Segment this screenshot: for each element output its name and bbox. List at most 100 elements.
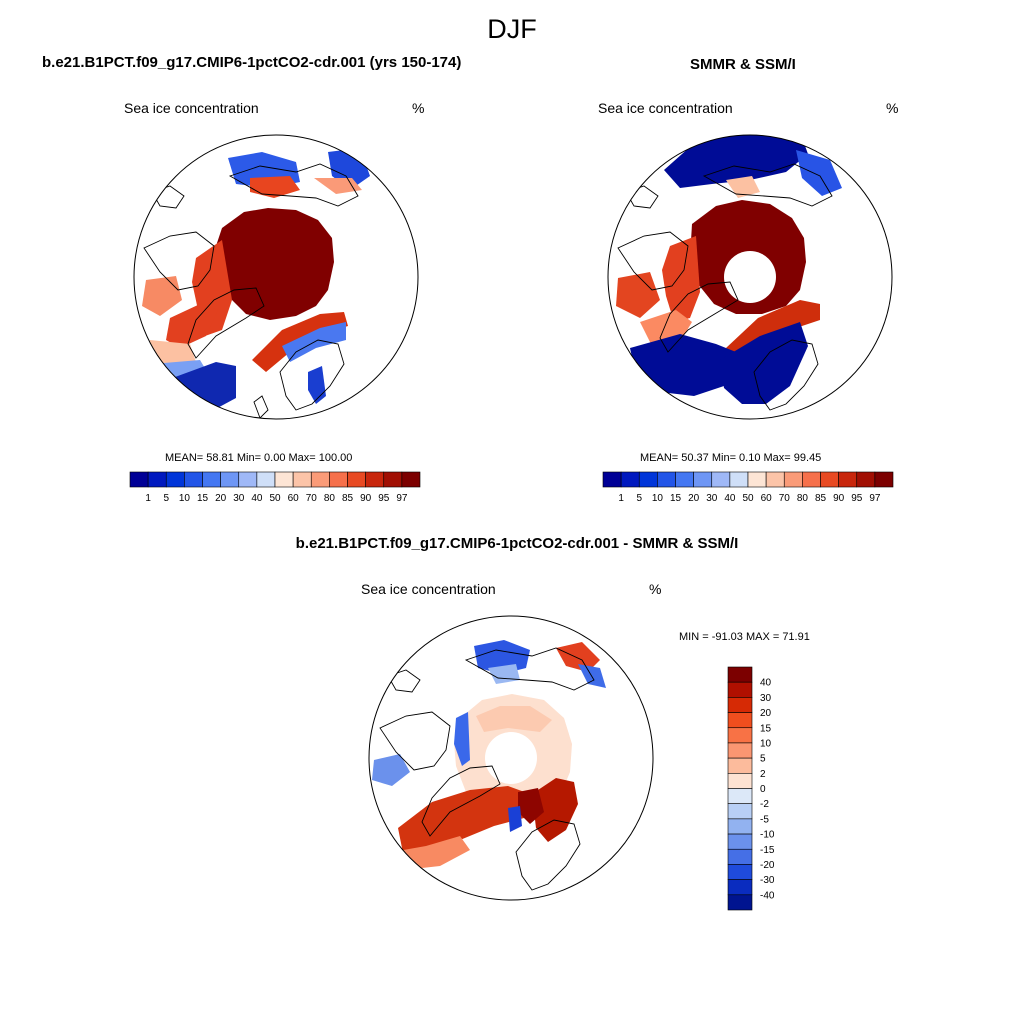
colorbar-3-swatch bbox=[727, 727, 753, 744]
colorbar-2-tick-label: 50 bbox=[742, 493, 754, 504]
panel-1-land-canada bbox=[143, 231, 215, 291]
panel-2-variable-label: Sea ice concentration bbox=[598, 100, 733, 116]
panel-3-barents-blue bbox=[508, 806, 522, 832]
panel-1-units-label: % bbox=[412, 100, 425, 116]
colorbar-2-tick-label: 20 bbox=[688, 493, 700, 504]
panel-1-land-scandinavia bbox=[279, 339, 345, 411]
panel-2-land-scandinavia bbox=[753, 339, 819, 411]
colorbar-3-tick-label: -40 bbox=[760, 890, 775, 901]
colorbar-3-tick-label: 0 bbox=[760, 784, 766, 795]
panel-3-atlantic-red bbox=[398, 786, 530, 858]
colorbar-1-swatch bbox=[274, 471, 294, 488]
colorbar-1-tick-label: 97 bbox=[396, 493, 408, 504]
panel-2-land-alaska bbox=[625, 185, 659, 209]
colorbar-2-tick-label: 30 bbox=[706, 493, 718, 504]
colorbar-2-swatch bbox=[602, 471, 622, 488]
colorbar-1-tick-label: 50 bbox=[269, 493, 281, 504]
colorbar-3-tick-label: 30 bbox=[760, 693, 772, 704]
colorbar-3-swatch bbox=[727, 833, 753, 850]
panel-3-land-siberia bbox=[464, 647, 595, 691]
panel-2-colorbar: 1 5 10 15 20 30 40 50 60 70 80 85 90 95 97 bbox=[602, 471, 894, 504]
colorbar-1-swatch bbox=[238, 471, 258, 488]
colorbar-2-tick-label: 60 bbox=[761, 493, 773, 504]
panel-1-norway-blue bbox=[308, 366, 326, 404]
colorbar-3-tick-label: 20 bbox=[760, 708, 772, 719]
panel-3-barents-dark bbox=[518, 788, 544, 824]
colorbar-2-tick-label: 85 bbox=[815, 493, 827, 504]
colorbar-3-swatch bbox=[727, 788, 753, 804]
colorbar-3-swatch bbox=[727, 818, 753, 835]
panel-2-norwegian-deep bbox=[720, 322, 808, 404]
panel-1-variable-label: Sea ice concentration bbox=[124, 100, 259, 116]
colorbar-3-swatch bbox=[727, 742, 753, 759]
panel-3-land-alaska bbox=[387, 669, 421, 693]
panel-3-map-border bbox=[368, 615, 654, 901]
colorbar-3-tick-label: 2 bbox=[760, 769, 766, 780]
colorbar-3-swatch bbox=[727, 803, 753, 820]
colorbar-3-swatch bbox=[727, 848, 753, 865]
colorbar-2-swatch bbox=[856, 471, 876, 488]
colorbar-3-tick-label: 15 bbox=[760, 723, 772, 734]
colorbar-1-tick-label: 15 bbox=[197, 493, 209, 504]
panel-3-units-label: % bbox=[649, 581, 662, 597]
colorbar-1-tick-label: 40 bbox=[251, 493, 263, 504]
panel-3-stats: MIN = -91.03 MAX = 71.91 bbox=[679, 631, 810, 643]
colorbar-1-swatch bbox=[184, 471, 203, 488]
colorbar-2-tick-label: 1 bbox=[618, 493, 624, 504]
colorbar-1-swatch bbox=[220, 471, 240, 488]
colorbar-1-tick-label: 5 bbox=[163, 493, 169, 504]
panel-3-bering-red bbox=[556, 642, 600, 672]
panel-3-land-greenland bbox=[421, 765, 501, 837]
panel-3-title: b.e21.B1PCT.f09_g17.CMIP6-1pctCO2-cdr.00… bbox=[295, 535, 739, 552]
colorbar-3-swatch bbox=[727, 666, 753, 683]
panel-1-colorbar: 1 5 10 15 20 30 40 50 60 70 80 85 90 95 97 bbox=[129, 471, 421, 504]
panel-1-land-greenland bbox=[187, 287, 265, 359]
panel-2-map-border bbox=[607, 134, 893, 420]
colorbar-1-tick-label: 80 bbox=[324, 493, 336, 504]
colorbar-2-swatch bbox=[783, 471, 803, 488]
colorbar-2-swatch bbox=[765, 471, 785, 488]
colorbar-3-tick-label: 40 bbox=[760, 678, 772, 689]
colorbar-2-swatch bbox=[802, 471, 821, 488]
panel-3-land-canada bbox=[379, 711, 451, 771]
panel-1-map-border bbox=[133, 134, 419, 420]
panel-1-pacific-red bbox=[250, 176, 300, 198]
colorbar-1-swatch bbox=[129, 471, 149, 488]
panel-2-ice-labrador bbox=[616, 272, 660, 318]
panel-3-variable-label: Sea ice concentration bbox=[361, 581, 496, 597]
colorbar-2-tick-label: 95 bbox=[851, 493, 863, 504]
colorbar-1-tick-label: 70 bbox=[306, 493, 318, 504]
colorbar-1-swatch bbox=[310, 471, 330, 488]
panel-2-pole-hole bbox=[724, 251, 776, 303]
colorbar-1-swatch bbox=[401, 471, 421, 488]
colorbar-3-swatch bbox=[727, 864, 753, 880]
colorbar-1-swatch bbox=[256, 471, 276, 488]
colorbar-3-tick-label: 5 bbox=[760, 754, 766, 765]
panel-2-map bbox=[616, 135, 842, 411]
panel-3-edge-blue bbox=[454, 712, 470, 766]
colorbar-3-swatch bbox=[727, 757, 753, 774]
colorbar-3-tick-label: -20 bbox=[760, 860, 775, 871]
colorbar-1-swatch bbox=[165, 471, 185, 488]
colorbar-2-swatch bbox=[693, 471, 713, 488]
colorbar-2-swatch bbox=[747, 471, 767, 488]
panel-1-land-siberia bbox=[228, 163, 359, 207]
panel-3-land-scandinavia bbox=[515, 819, 581, 891]
panel-1-ice-hudson-edge bbox=[166, 304, 218, 348]
colorbar-2-tick-label: 90 bbox=[833, 493, 845, 504]
panel-2-okhotsk-pink bbox=[726, 176, 760, 198]
panel-2-stats: MEAN= 50.37 Min= 0.10 Max= 99.45 bbox=[640, 452, 822, 464]
colorbar-2-tick-label: 15 bbox=[670, 493, 682, 504]
colorbar-2-swatch bbox=[638, 471, 658, 488]
colorbar-3-swatch bbox=[727, 712, 753, 729]
colorbar-2-swatch bbox=[675, 471, 694, 488]
colorbar-2-swatch bbox=[657, 471, 676, 488]
panel-2-title: SMMR & SSM/I bbox=[690, 56, 796, 73]
colorbar-2-swatch bbox=[874, 471, 894, 488]
panel-1-ice-labrador bbox=[142, 276, 182, 316]
panel-3-central-peach bbox=[476, 706, 552, 732]
colorbar-1-tick-label: 85 bbox=[342, 493, 354, 504]
colorbar-1-swatch bbox=[329, 471, 348, 488]
colorbar-3-tick-label: -15 bbox=[760, 845, 775, 856]
colorbar-2-tick-label: 5 bbox=[636, 493, 642, 504]
